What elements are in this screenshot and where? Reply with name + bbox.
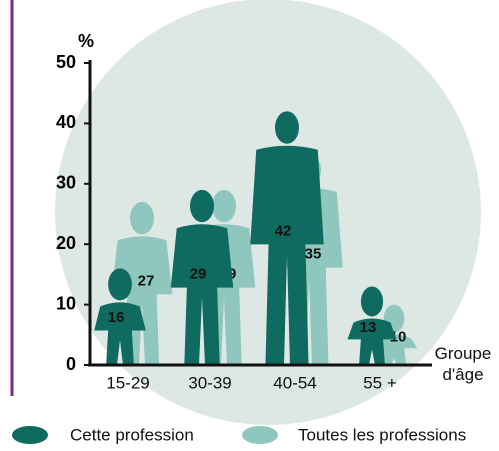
head [130, 202, 154, 234]
head [361, 286, 383, 316]
head [212, 190, 236, 222]
page: % 2729351016294213 0102030405015-2930-39… [0, 0, 499, 451]
head [190, 190, 214, 222]
y-tick-label: 0 [66, 354, 76, 374]
legend-swatch [242, 426, 278, 444]
value-label: 29 [190, 266, 207, 283]
x-tick-label: 30-39 [188, 373, 231, 392]
y-tick-label: 30 [56, 173, 76, 193]
legend-swatch [12, 426, 48, 444]
value-label: 13 [360, 319, 377, 336]
head [108, 268, 132, 300]
legend-label: Cette profession [70, 425, 194, 444]
chart: % 2729351016294213 0102030405015-2930-39… [0, 0, 499, 451]
x-tick-label: 55 + [363, 373, 397, 392]
x-axis-label: Groupe d'âge [430, 343, 496, 385]
value-label: 16 [108, 309, 125, 326]
legend-label: Toutes les professions [298, 425, 466, 444]
x-tick-label: 15-29 [106, 373, 149, 392]
y-tick-label: 40 [56, 112, 76, 132]
x-tick-label: 40-54 [273, 373, 316, 392]
head [275, 111, 299, 143]
y-tick-label: 20 [56, 233, 76, 253]
y-tick-label: 10 [56, 293, 76, 313]
y-axis-label: % [78, 31, 94, 51]
value-label: 35 [305, 246, 322, 263]
value-label: 27 [138, 272, 155, 289]
value-label: 42 [275, 222, 292, 239]
y-tick-label: 50 [56, 52, 76, 72]
